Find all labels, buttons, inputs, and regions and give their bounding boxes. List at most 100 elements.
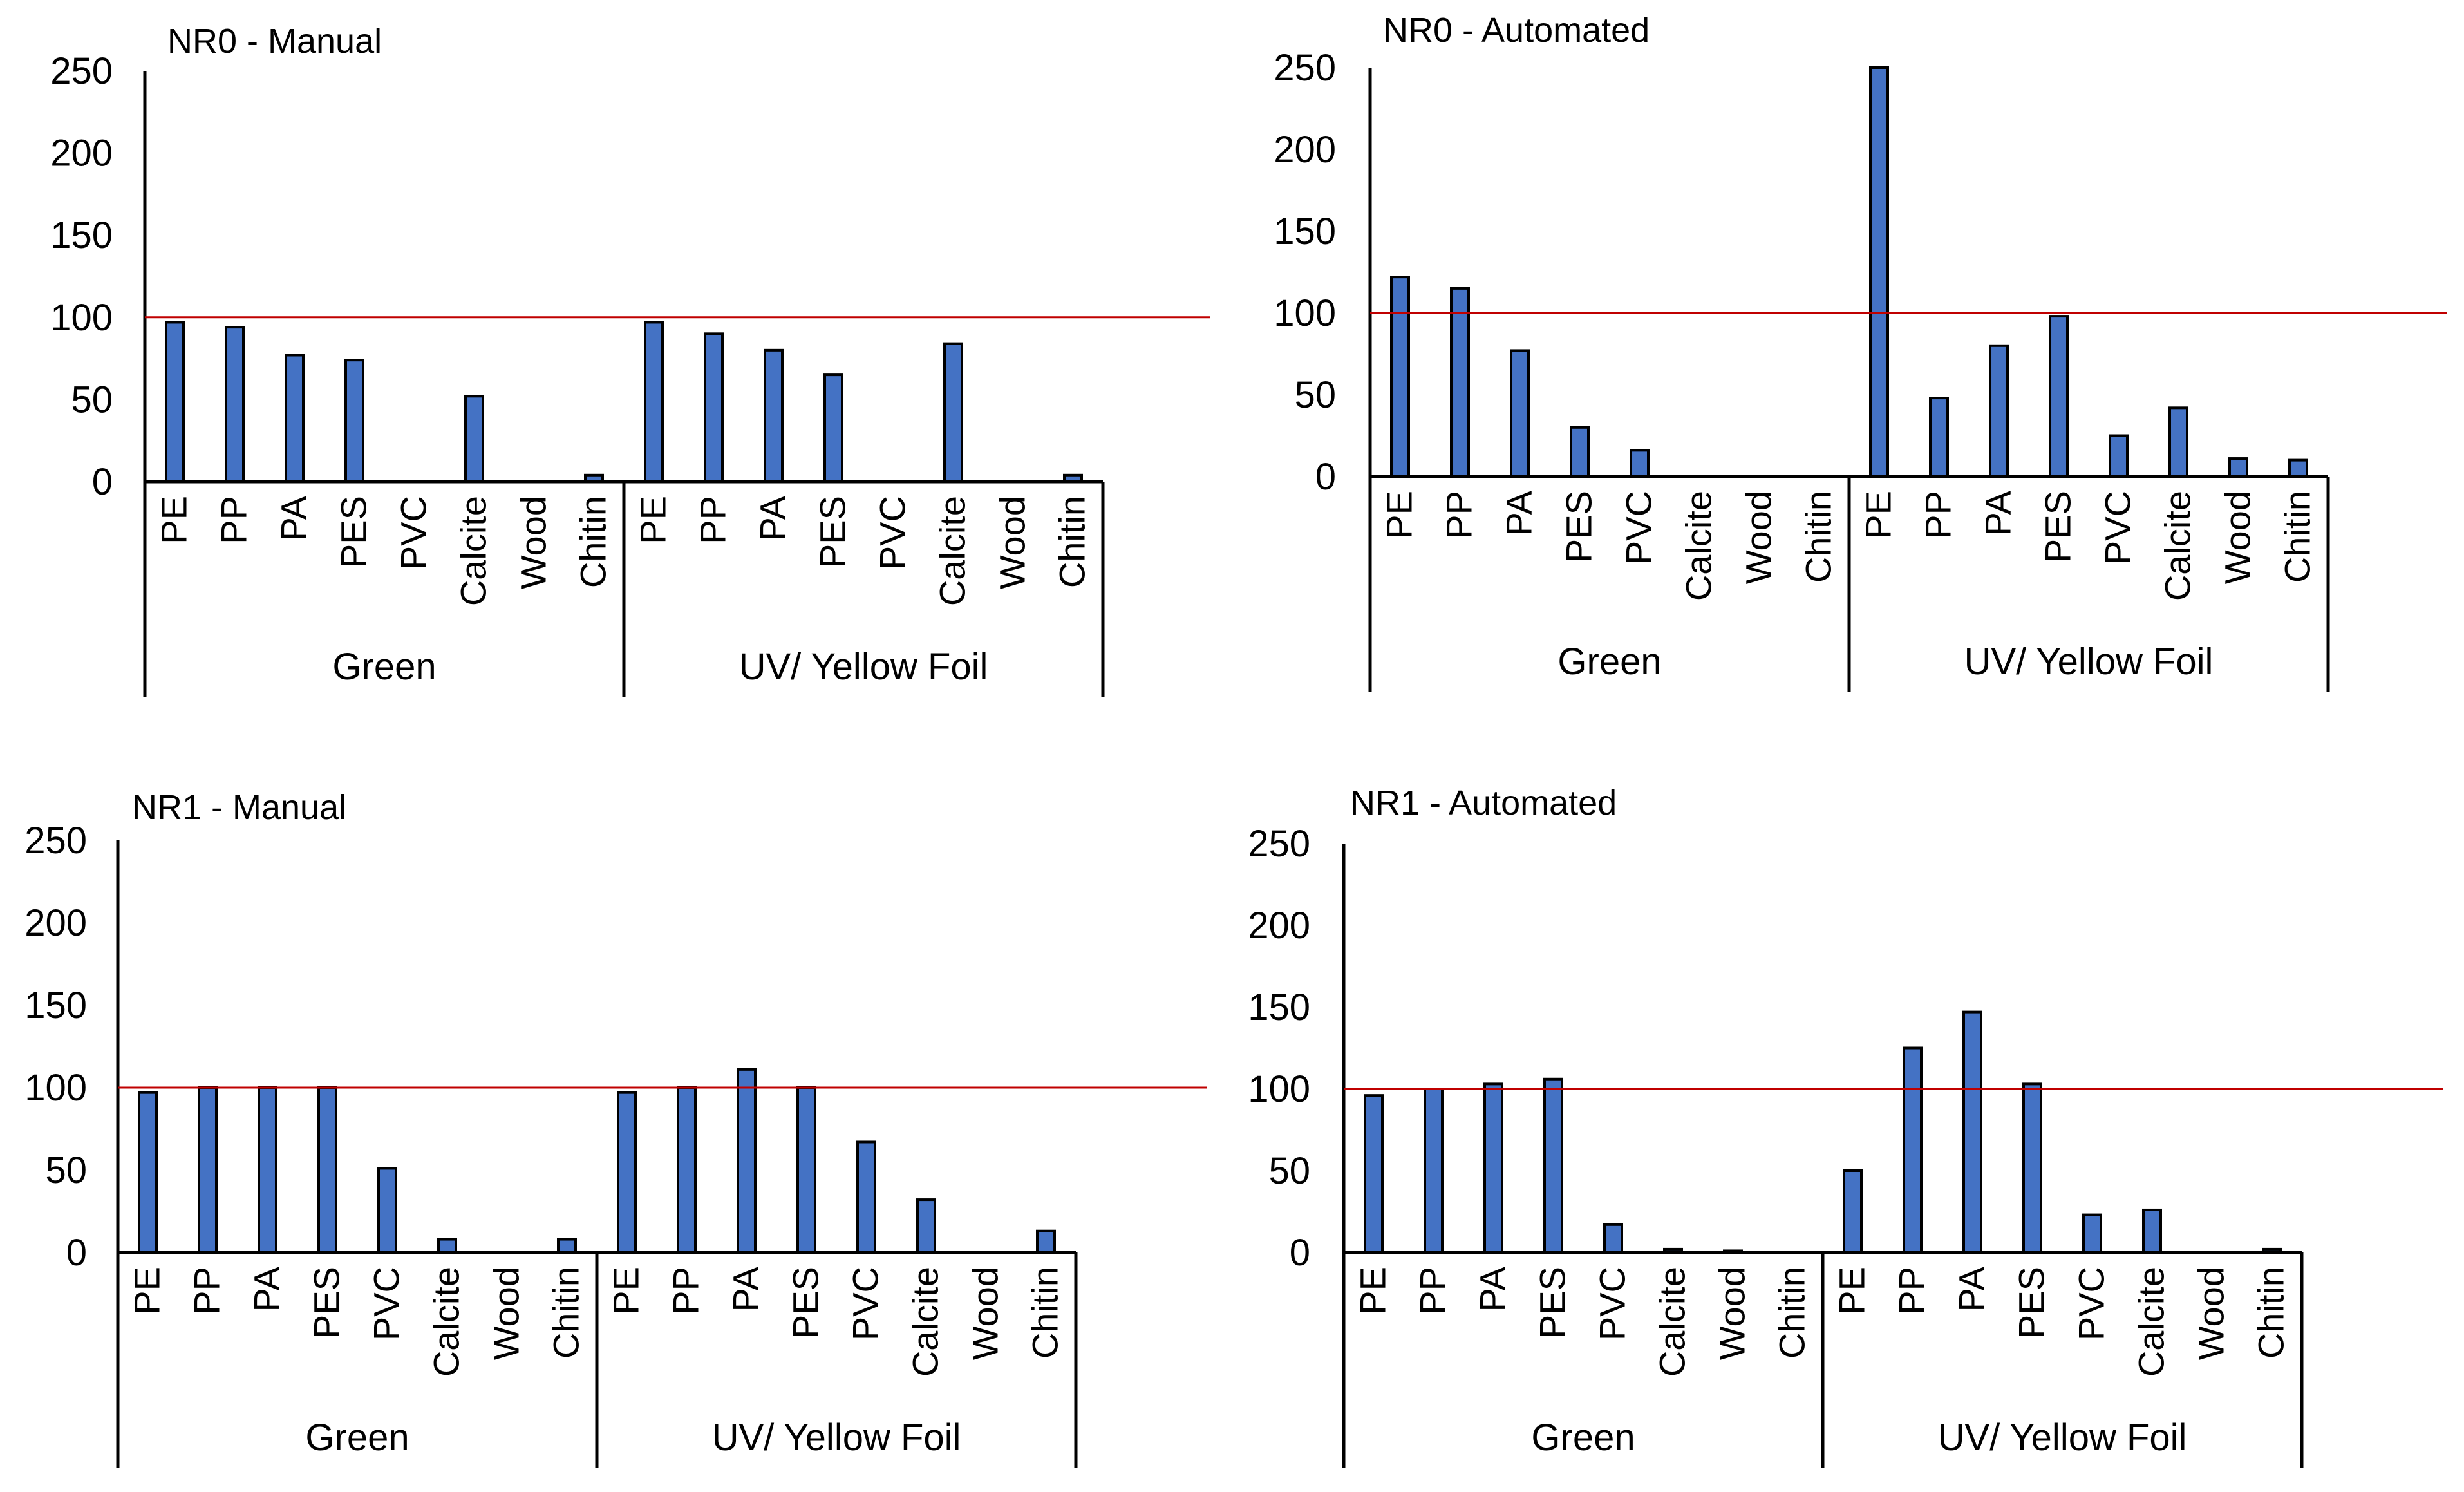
x-tick-label: PP (666, 1267, 706, 1315)
x-tick-label: Calcite (426, 1267, 467, 1377)
x-tick-label: Calcite (2131, 1267, 2172, 1377)
bar-uv-yellow-foil-pp (1903, 1046, 1923, 1254)
y-tick-label: 250 (50, 50, 113, 92)
x-tick-label: Chitin (1052, 496, 1093, 588)
y-tick-label: 200 (50, 133, 113, 175)
x-tick-label: PES (2011, 1267, 2052, 1339)
chart-title: NR1 - Manual (132, 788, 346, 827)
x-tick-label: PA (753, 495, 793, 541)
y-tick-label: 50 (71, 379, 113, 420)
bar-uv-yellow-foil-pa (1962, 1010, 1982, 1254)
y-tick-label: 200 (24, 902, 87, 944)
bar-uv-yellow-foil-chitin (1036, 1229, 1056, 1254)
y-tick-label: 50 (1268, 1150, 1310, 1192)
x-tick-label: Chitin (1798, 491, 1839, 583)
y-tick-label: 250 (1248, 823, 1310, 865)
bar-green-pa (285, 354, 305, 483)
x-tick-label: Wood (2191, 1267, 2232, 1360)
x-tick-label: PA (247, 1266, 287, 1312)
bar-uv-yellow-foil-wood (2228, 457, 2248, 478)
x-tick-label: Wood (513, 496, 554, 589)
bar-green-chitin (557, 1238, 577, 1254)
x-tick-label: PE (1353, 1267, 1393, 1315)
y-tick-label: 100 (50, 297, 113, 339)
y-tick-label: 100 (24, 1067, 87, 1109)
bar-green-pvc (1630, 449, 1650, 478)
bar-uv-yellow-foil-pe (1869, 66, 1889, 478)
x-tick-label: PP (1918, 491, 1959, 539)
x-tick-label: PP (1413, 1267, 1453, 1315)
bar-uv-yellow-foil-pa (737, 1068, 757, 1254)
bar-green-pe (1364, 1094, 1384, 1254)
x-tick-label: Chitin (2251, 1267, 2291, 1359)
x-tick-label: PA (1499, 490, 1539, 536)
bar-uv-yellow-foil-pp (704, 332, 724, 483)
bar-uv-yellow-foil-pvc (2109, 434, 2129, 478)
x-tick-label: PP (214, 496, 254, 544)
x-tick-label: Wood (965, 1267, 1006, 1360)
y-tick-label: 150 (50, 214, 113, 256)
bar-green-pes (317, 1086, 337, 1254)
bar-green-calcite (464, 395, 484, 484)
chart-panel-nr1-automated: NR1 - Automated 0 50 100 150 200 250 PE PP PA PES P… (1248, 784, 2443, 1468)
bar-green-chitin (584, 473, 604, 483)
chart-title: NR1 - Automated (1350, 784, 1617, 822)
x-tick-label: PA (1472, 1266, 1513, 1312)
bar-green-pe (165, 321, 185, 483)
y-tick-label: 250 (1274, 47, 1336, 89)
y-tick-label: 100 (1248, 1068, 1310, 1110)
bar-green-pp (225, 326, 245, 483)
x-tick-label: PE (127, 1267, 167, 1315)
bar-uv-yellow-foil-pp (677, 1086, 697, 1254)
x-tick-label: PE (1379, 491, 1420, 539)
bar-uv-yellow-foil-pa (1989, 344, 2009, 478)
bar-green-pe (1390, 276, 1410, 478)
bar-uv-yellow-foil-pe (1843, 1169, 1863, 1254)
x-tick-label: Chitin (2277, 491, 2318, 583)
bar-green-pp (1450, 287, 1470, 478)
x-tick-label: PA (726, 1266, 766, 1312)
chart-panel-nr0-automated: NR0 - Automated 0 50 100 150 200 250 PE PP PA PES P… (1274, 11, 2447, 692)
x-tick-label: PP (693, 496, 733, 544)
bar-uv-yellow-foil-calcite (2168, 406, 2188, 478)
x-tick-label: PES (813, 496, 853, 568)
bar-green-pvc (377, 1167, 397, 1254)
group-label: UV/ Yellow Foil (739, 646, 988, 688)
bar-uv-yellow-foil-pe (617, 1091, 637, 1254)
x-tick-label: PP (1892, 1267, 1932, 1315)
x-tick-label: PVC (2071, 1267, 2112, 1341)
x-tick-label: PE (633, 496, 673, 544)
group-label: Green (332, 646, 436, 688)
group-label: UV/ Yellow Foil (1964, 641, 2214, 683)
x-tick-label: PES (334, 496, 374, 568)
x-tick-label: PES (2038, 491, 2078, 563)
bar-green-pes (344, 359, 364, 483)
x-tick-label: Calcite (2158, 491, 2198, 601)
bar-green-calcite (437, 1238, 457, 1254)
x-tick-label: Wood (486, 1267, 527, 1360)
chart-title: NR0 - Manual (167, 22, 382, 61)
bar-green-pe (138, 1091, 158, 1254)
bar-uv-yellow-foil-pes (2022, 1082, 2042, 1254)
x-tick-label: PES (306, 1267, 347, 1339)
bar-green-pa (1510, 349, 1530, 478)
bar-uv-yellow-foil-calcite (943, 342, 963, 484)
group-label: UV/ Yellow Foil (1938, 1417, 2187, 1459)
x-tick-label: Calcite (1652, 1267, 1693, 1377)
chart-panel-nr1-manual: NR1 - Manual 0 50 100 150 200 250 PE PP PA PES PVC C… (24, 788, 1207, 1468)
y-tick-label: 0 (1315, 456, 1336, 498)
x-tick-label: PP (1439, 491, 1480, 539)
bar-uv-yellow-foil-calcite (2142, 1208, 2162, 1254)
x-tick-label: PVC (1592, 1267, 1633, 1341)
bar-uv-yellow-foil-pes (796, 1086, 816, 1254)
group-label: Green (305, 1417, 409, 1459)
x-tick-label: PES (785, 1267, 826, 1339)
x-tick-label: PP (187, 1267, 227, 1315)
x-tick-label: PVC (1619, 491, 1659, 565)
y-tick-label: 150 (1274, 211, 1336, 252)
bar-uv-yellow-foil-pvc (2082, 1213, 2102, 1254)
x-tick-label: PVC (872, 496, 913, 570)
y-tick-label: 250 (24, 820, 87, 862)
group-label: UV/ Yellow Foil (712, 1417, 961, 1459)
